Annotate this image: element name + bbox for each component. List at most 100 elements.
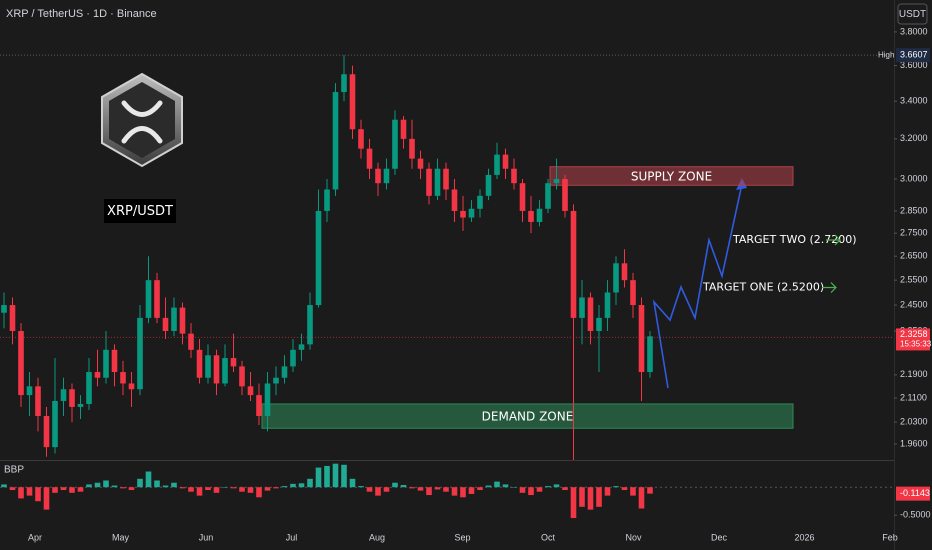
- indicator-bar: [145, 471, 152, 488]
- currency[interactable]: USDT: [899, 9, 926, 20]
- zone: [549, 166, 794, 186]
- candle-body: [375, 168, 381, 184]
- indicator-bar: [52, 487, 58, 493]
- y-tick-label: 1.9600: [900, 438, 928, 448]
- candle-body: [52, 400, 58, 448]
- candle-body: [103, 349, 109, 378]
- indicator-bar: [154, 480, 160, 488]
- indicator-bar: [638, 487, 645, 509]
- candle-body: [18, 330, 24, 396]
- indicator-bar: [290, 483, 296, 488]
- indicator-bar: [120, 487, 126, 489]
- candle-body: [86, 372, 92, 404]
- indicator-bar: [162, 485, 169, 488]
- indicator-last: -0.1143: [900, 488, 930, 498]
- candle-body: [477, 195, 483, 209]
- indicator-bar: [60, 487, 67, 491]
- last-price-tag: [896, 328, 930, 351]
- indicator-bar: [647, 487, 653, 494]
- y-tick-label: 2.6500: [900, 251, 928, 261]
- candle-body: [409, 138, 415, 159]
- candle-body: [273, 377, 279, 384]
- indicator-bar: [332, 463, 339, 488]
- currency-box[interactable]: [897, 3, 928, 25]
- candle-body: [137, 317, 143, 390]
- y-tick-label: 3.6000: [900, 60, 928, 70]
- candle-body: [400, 119, 407, 139]
- x-tick-label: May: [112, 532, 130, 542]
- indicator-name: BBP: [4, 465, 24, 476]
- indicator-bar: [383, 487, 390, 492]
- candle-body: [213, 355, 220, 384]
- y-tick-label: 3.2000: [900, 133, 928, 143]
- indicator-bar: [111, 485, 118, 488]
- candle-body: [1, 305, 7, 313]
- indicator-bar: [366, 487, 373, 492]
- y-tick-label: 3.0000: [900, 173, 928, 183]
- candle-body: [494, 154, 500, 175]
- indicator-bar: [604, 487, 611, 496]
- indicator-bar: [460, 487, 466, 498]
- indicator-bar: [417, 487, 424, 491]
- indicator-bar: [188, 487, 194, 492]
- zone-label: DEMAND ZONE: [482, 410, 574, 424]
- candle-body: [171, 307, 177, 331]
- candle-body: [60, 389, 67, 401]
- indicator-bar: [26, 487, 33, 496]
- indicator-bar: [196, 487, 203, 496]
- indicator-bar: [230, 487, 237, 489]
- last-price: 2.3258: [900, 329, 928, 339]
- indicator-bar: [222, 487, 228, 488]
- candle-body: [392, 119, 398, 169]
- x-tick-label: Feb: [882, 532, 898, 542]
- indicator-bar: [315, 467, 322, 488]
- y-tick-label: 2.8500: [900, 205, 928, 215]
- candle-body: [621, 263, 628, 281]
- candle-body: [536, 208, 543, 222]
- indicator-bar: [630, 487, 636, 496]
- indicator-bar: [358, 486, 364, 488]
- indicator-bar: [511, 487, 517, 488]
- x-tick-label: Oct: [541, 532, 556, 542]
- candle-body: [553, 179, 560, 184]
- candle-body: [179, 307, 186, 334]
- candle-body: [69, 389, 75, 407]
- candle-body: [417, 158, 424, 169]
- candle-body: [247, 386, 254, 396]
- candle-body: [426, 168, 432, 196]
- candle-body: [205, 355, 211, 378]
- candle-body: [587, 297, 594, 331]
- target-label: TARGET TWO (2.7200): [732, 233, 857, 246]
- candle-body: [596, 317, 602, 331]
- zone-label: SUPPLY ZONE: [631, 169, 712, 183]
- candle-body: [196, 349, 203, 378]
- candle-body: [290, 349, 296, 367]
- candle-body: [451, 189, 458, 211]
- candle-body: [502, 154, 509, 169]
- candle-body: [264, 383, 271, 416]
- target-arrow: [822, 282, 837, 293]
- zone: [261, 403, 794, 429]
- indicator-bar: [86, 484, 92, 488]
- candle-body: [128, 383, 135, 390]
- candle-body: [281, 366, 288, 378]
- indicator-bar: [392, 482, 398, 488]
- candle-body: [315, 210, 322, 306]
- candle-body: [307, 305, 313, 345]
- indicator-last-tag: [896, 486, 930, 501]
- candle-body: [26, 386, 33, 396]
- candle-body: [77, 403, 84, 407]
- indicator-bar: [69, 487, 75, 493]
- candle-body: [239, 366, 245, 387]
- indicator-bar: [256, 487, 262, 498]
- indicator-bar: [426, 487, 432, 496]
- indicator-bar: [477, 487, 483, 491]
- candle-body: [324, 189, 330, 211]
- candle-body: [460, 210, 466, 218]
- candle-body: [485, 174, 492, 196]
- candle-body: [298, 344, 305, 350]
- target-label: TARGET ONE (2.5200): [702, 281, 824, 294]
- candle-body: [519, 183, 526, 211]
- candle-body: [579, 297, 585, 318]
